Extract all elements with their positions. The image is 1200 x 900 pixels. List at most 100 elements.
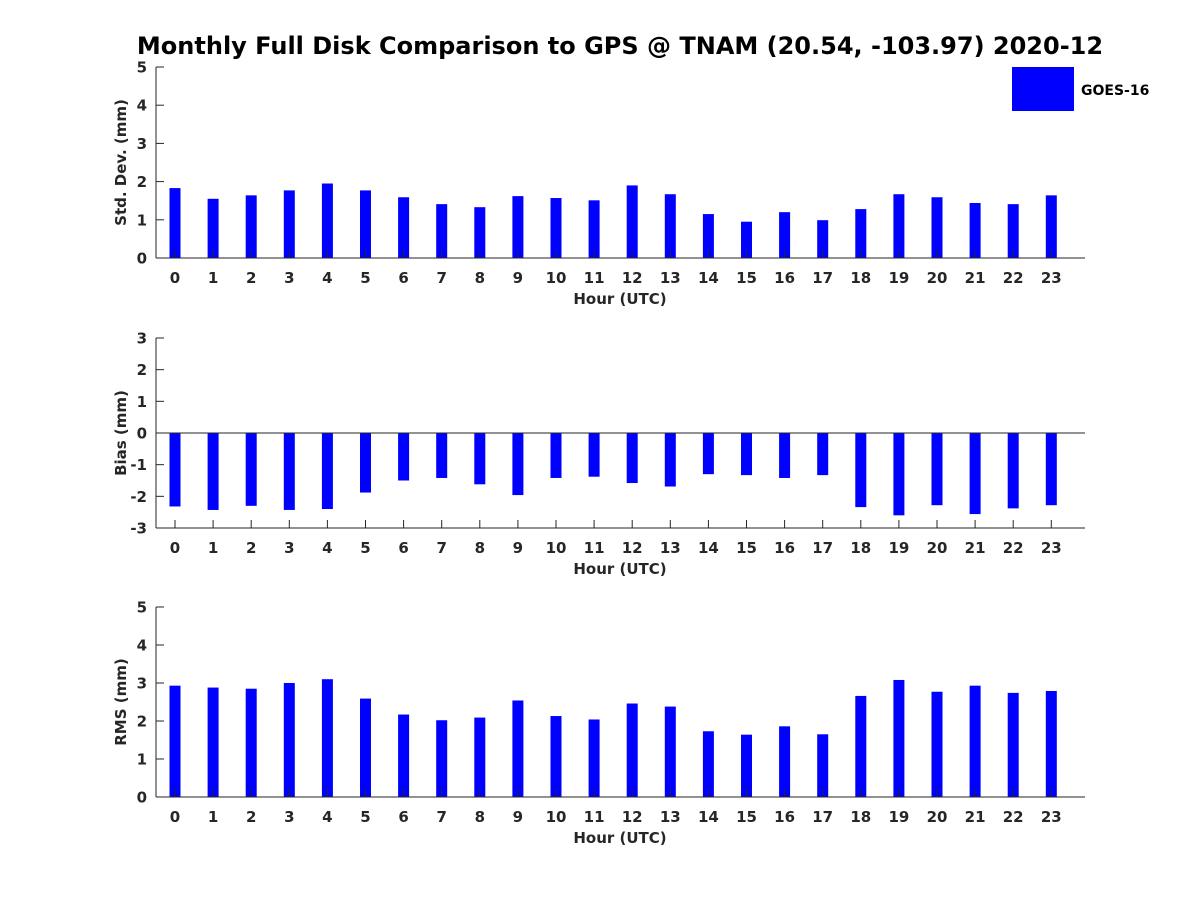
rms-bar-8 — [474, 717, 486, 797]
rms-y-tick-label: 0 — [137, 789, 147, 807]
bias-y-tick-label: -1 — [130, 456, 147, 474]
bias-x-tick-label: 12 — [622, 539, 643, 557]
std-dev-x-tick-label: 23 — [1041, 269, 1062, 287]
bias-bar-23 — [1045, 433, 1057, 506]
std-dev-x-tick-label: 18 — [850, 269, 871, 287]
rms-bar-22 — [1007, 692, 1019, 797]
std-dev-bar-0 — [169, 188, 181, 258]
rms-bar-7 — [436, 720, 448, 797]
bias-bar-18 — [855, 433, 867, 508]
rms-bar-20 — [931, 691, 943, 797]
std-dev-x-tick-label: 13 — [660, 269, 681, 287]
std-dev-bar-19 — [893, 194, 905, 258]
legend: GOES-16 — [1012, 67, 1149, 111]
rms-bar-5 — [360, 698, 371, 797]
std-dev-x-tick-label: 19 — [888, 269, 909, 287]
std-dev-bar-14 — [702, 214, 714, 258]
std-dev-y-tick-label: 4 — [137, 97, 147, 115]
std-dev-y-tick-label: 3 — [137, 135, 147, 153]
bias-bar-12 — [626, 433, 638, 484]
bias-y-tick-label: 0 — [137, 425, 147, 443]
std-dev-y-tick-label: 2 — [137, 173, 147, 191]
rms-bar-10 — [550, 716, 562, 797]
bias-x-tick-label: 10 — [546, 539, 567, 557]
std-dev-x-tick-label: 0 — [170, 269, 180, 287]
bias-x-tick-label: 8 — [475, 539, 485, 557]
std-dev-bar-1 — [207, 198, 219, 258]
rms-x-tick-label: 8 — [475, 808, 485, 826]
bias-x-tick-label: 1 — [208, 539, 218, 557]
bias-bar-8 — [474, 433, 486, 485]
rms-bar-18 — [855, 695, 867, 797]
std-dev-bar-15 — [741, 221, 752, 258]
rms-x-tick-label: 1 — [208, 808, 218, 826]
std-dev-bar-3 — [283, 190, 295, 258]
rms-x-tick-label: 19 — [888, 808, 909, 826]
rms-x-tick-label: 11 — [584, 808, 605, 826]
std-dev-x-tick-label: 9 — [513, 269, 523, 287]
rms-x-tick-label: 18 — [850, 808, 871, 826]
bias-bar-20 — [931, 433, 943, 506]
rms-bar-21 — [969, 685, 981, 797]
bias-x-tick-label: 19 — [888, 539, 909, 557]
rms-y-tick-label: 1 — [137, 751, 147, 769]
bias-x-tick-label: 20 — [927, 539, 948, 557]
std-dev-x-tick-label: 3 — [284, 269, 294, 287]
rms-x-tick-label: 22 — [1003, 808, 1024, 826]
rms-bar-3 — [283, 683, 295, 797]
rms-bar-2 — [245, 688, 257, 797]
std-dev-bar-22 — [1007, 204, 1019, 258]
rms-bar-9 — [512, 700, 524, 797]
bias-bar-0 — [169, 433, 181, 507]
rms-x-tick-label: 9 — [513, 808, 523, 826]
std-dev-bar-7 — [436, 204, 448, 258]
bias-bar-15 — [741, 433, 752, 476]
bias-x-tick-label: 15 — [736, 539, 757, 557]
rms-x-tick-label: 23 — [1041, 808, 1062, 826]
bias-bar-13 — [664, 433, 676, 487]
legend-swatch — [1012, 67, 1074, 111]
bias-y-axis-label: Bias (mm) — [112, 390, 130, 476]
rms-x-tick-label: 6 — [398, 808, 408, 826]
std-dev-y-tick-label: 0 — [137, 250, 147, 268]
std-dev-x-tick-label: 4 — [322, 269, 332, 287]
bias-bar-4 — [321, 433, 333, 509]
std-dev-bar-6 — [398, 197, 410, 258]
std-dev-y-axis-label: Std. Dev. (mm) — [112, 99, 130, 226]
std-dev-bar-21 — [969, 202, 981, 258]
rms-x-tick-label: 21 — [965, 808, 986, 826]
std-dev-bar-8 — [474, 207, 486, 258]
std-dev-y-tick-label: 5 — [137, 59, 147, 77]
std-dev-x-tick-label: 14 — [698, 269, 719, 287]
rms-bar-14 — [702, 731, 714, 797]
bias-x-tick-label: 18 — [850, 539, 871, 557]
bias-bar-2 — [245, 433, 257, 506]
legend-label: GOES-16 — [1081, 83, 1149, 99]
rms-bar-1 — [207, 687, 219, 797]
bias-bar-11 — [588, 433, 600, 477]
bias-bar-22 — [1007, 433, 1019, 509]
std-dev-x-tick-label: 20 — [927, 269, 948, 287]
rms-x-tick-label: 7 — [436, 808, 446, 826]
bias-x-tick-label: 17 — [812, 539, 833, 557]
std-dev-x-tick-label: 7 — [436, 269, 446, 287]
rms-bar-6 — [398, 714, 410, 797]
rms-bar-4 — [321, 679, 333, 797]
std-dev-x-tick-label: 15 — [736, 269, 757, 287]
bias-x-tick-label: 9 — [513, 539, 523, 557]
rms-x-tick-label: 14 — [698, 808, 719, 826]
rms-x-axis-label: Hour (UTC) — [573, 829, 666, 847]
std-dev-bar-12 — [626, 185, 638, 258]
rms-bar-11 — [588, 719, 600, 797]
bias-bar-17 — [817, 433, 829, 476]
rms-x-tick-label: 13 — [660, 808, 681, 826]
rms-bar-15 — [741, 734, 752, 797]
std-dev-bar-17 — [817, 220, 829, 258]
bias-x-tick-label: 5 — [360, 539, 370, 557]
rms-x-tick-label: 12 — [622, 808, 643, 826]
bias-x-tick-label: 21 — [965, 539, 986, 557]
std-dev-x-tick-label: 8 — [475, 269, 485, 287]
std-dev-bar-18 — [855, 209, 867, 258]
bias-y-tick-label: 1 — [137, 393, 147, 411]
